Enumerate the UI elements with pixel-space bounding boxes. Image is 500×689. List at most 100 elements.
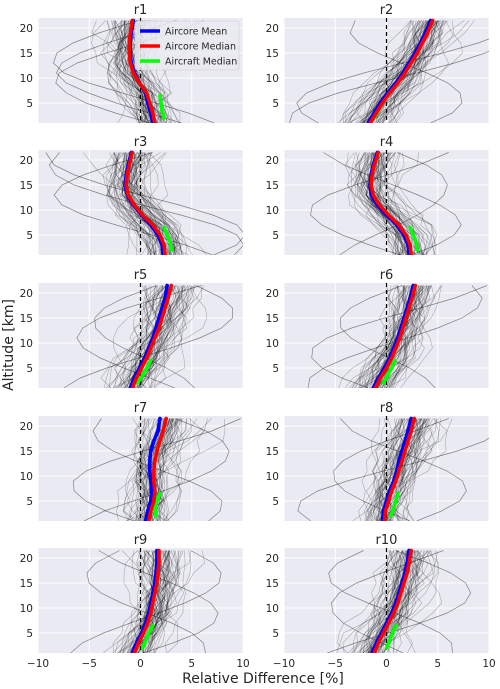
panel-r10-profile-line <box>380 550 425 653</box>
panel-r2-profile-line <box>342 20 416 123</box>
panel-r10-x-tick-label: 5 <box>434 658 441 670</box>
panel-r2-profile-line <box>356 20 446 123</box>
panel-r7-profile-line <box>158 418 181 521</box>
panel-r3-profile-line <box>111 152 149 255</box>
panel-r2-outlier-line <box>296 38 489 123</box>
panel-r6-y-tick-label: 20 <box>266 288 279 300</box>
panel-r4-profile-line <box>376 152 428 255</box>
panel-r5-profile-line <box>153 285 195 388</box>
panel-r9-profile-line <box>137 550 173 653</box>
panel-r5-profile-line <box>142 285 170 388</box>
panel-r4-profile-line <box>355 152 435 255</box>
panel-r4-profile-line <box>358 152 418 255</box>
panel-r4-profile-line <box>365 152 423 255</box>
panel-r5-series-aircraft-median <box>135 358 153 385</box>
panel-r6-profile-line <box>384 285 424 388</box>
panel-r2-profile-line <box>376 20 438 123</box>
panel-r9-profile-line <box>149 550 180 653</box>
panel-r9-title: r9 <box>134 533 148 548</box>
panel-r3-profile-line <box>125 152 179 255</box>
panel-r4-profile-line <box>379 152 421 255</box>
panel-r9-x-tick-label: −10 <box>27 658 49 670</box>
panel-r9-profile-line <box>138 550 180 653</box>
panel-r10-profile-line <box>336 550 425 653</box>
panel-r8-profile-line <box>394 418 424 521</box>
panel-r2-y-tick-label: 20 <box>266 23 279 35</box>
panel-r10-profile-line <box>356 550 404 653</box>
panel-r8-y-tick-label: 15 <box>266 446 279 458</box>
panel-r7-profile-line <box>157 418 176 521</box>
panel-r6-series-aircore-median <box>373 283 417 388</box>
panel-r8-profile-line <box>401 418 434 521</box>
panel-r9-y-tick-label: 10 <box>20 603 33 615</box>
panel-r10-profile-line <box>358 550 402 653</box>
panel-r4-profile-line <box>380 152 433 255</box>
panel-r3-profile-line <box>136 152 179 255</box>
panel-r2-outlier-line <box>289 50 489 123</box>
panel-r7-profile-line <box>142 418 208 521</box>
panel-r10-profile-line <box>362 550 395 653</box>
panel-r6-profile-line <box>377 285 426 388</box>
panel-r10-y-tick-label: 15 <box>266 578 279 590</box>
panel-r3-profile-line <box>118 152 142 255</box>
panel-r6-profile-line <box>370 285 411 388</box>
panel-r3: r3 5 10 15 20 <box>20 135 244 255</box>
panel-r8-profile-line <box>366 418 410 521</box>
panel-r9-x-tick-label: 0 <box>137 658 144 670</box>
panel-r1-y-tick-label: 10 <box>20 73 33 85</box>
panel-r3-plot-area <box>45 150 243 255</box>
panel-r2-profile-line <box>369 20 455 123</box>
panel-r8-series-aircraft-median <box>388 491 400 518</box>
panel-r2-profile-line <box>382 20 443 123</box>
panel-r6-profile-line <box>365 285 421 388</box>
panel-r2-outlier-line <box>349 20 463 123</box>
panel-r9-profile-line <box>146 550 171 653</box>
panel-r8-outlier-line <box>297 437 489 521</box>
panel-r9-profile-line <box>128 550 171 653</box>
panel-r5-profile-line <box>113 285 163 388</box>
panel-r1-profile-line <box>118 20 150 123</box>
panel-r7-profile-line <box>156 418 183 521</box>
panel-r9-series-aircraft-median <box>140 623 155 650</box>
panel-r6-profile-line <box>390 285 430 388</box>
panel-r5-profile-line <box>140 285 177 388</box>
panel-r4-profile-line <box>386 152 403 255</box>
panel-r10-plot-area <box>327 548 472 653</box>
panel-r8-series-aircore-median <box>382 416 416 521</box>
panel-r8-profile-line <box>388 418 430 521</box>
legend-label: Aircore Mean <box>165 27 227 38</box>
panel-r9-profile-line <box>119 550 167 653</box>
panel-r3-profile-line <box>112 152 156 255</box>
panel-r6-profile-line <box>363 285 396 388</box>
panel-r3-profile-line <box>134 152 194 255</box>
panel-r8-profile-line <box>405 418 441 521</box>
panel-r3-profile-line <box>115 152 157 255</box>
panel-r5-profile-line <box>138 285 180 388</box>
panel-r5-profile-line <box>130 285 188 388</box>
panel-r3-profile-line <box>113 152 156 255</box>
panel-r10-profile-line <box>380 550 418 653</box>
panel-r6-profile-line <box>361 285 421 388</box>
panel-r8-profile-line <box>378 418 405 521</box>
panel-r8-profile-line <box>373 418 400 521</box>
panel-r6-profile-line <box>381 285 406 388</box>
panel-r8-profile-line <box>361 418 403 521</box>
panel-r2-profile-line <box>369 20 443 123</box>
panel-r2-title: r2 <box>380 3 394 18</box>
panel-r1-profile-line <box>114 20 142 123</box>
panel-r10-outlier-line <box>327 550 472 653</box>
panel-r3-profile-line <box>115 152 183 255</box>
panel-r5-profile-line <box>123 285 191 388</box>
panel-r3-profile-line <box>143 152 188 255</box>
panel-r9-profile-line <box>112 550 155 653</box>
panel-r10-x-tick-label: 0 <box>383 658 390 670</box>
panel-r2-profile-line <box>354 20 412 123</box>
panel-r7-profile-line <box>135 418 187 521</box>
panel-r4-profile-line <box>356 152 400 255</box>
panel-r4-profile-line <box>363 152 402 255</box>
panel-r1: r1 5 10 15 20 Aircore Mean Aircore Median Aircr… <box>20 3 244 123</box>
panel-r9-outlier-line <box>98 550 219 653</box>
panel-r9-profile-line <box>150 550 182 653</box>
panel-r10-profile-line <box>369 550 415 653</box>
panel-r3-profile-line <box>133 152 183 255</box>
